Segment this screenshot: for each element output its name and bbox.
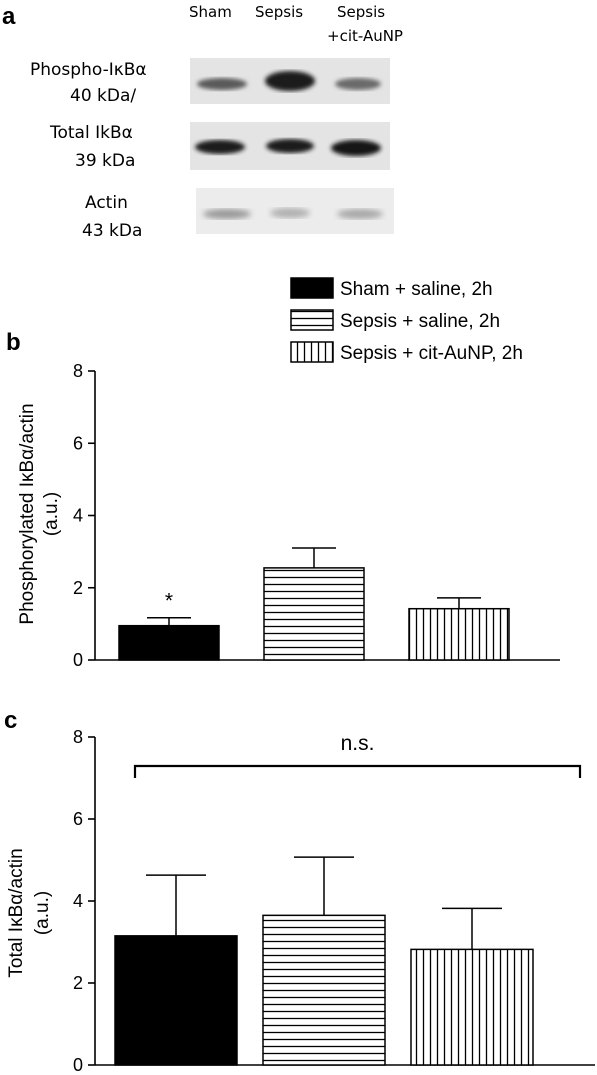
panel-c-label: c [4, 707, 17, 734]
blot-row-phospho-name: Phospho-IκBα [30, 60, 147, 80]
legend-label-sepsis: Sepsis + saline, 2h [340, 311, 500, 332]
blot-strip-total [190, 122, 390, 170]
chart-b-bar [118, 624, 220, 661]
chart-b-ytick-label: 2 [73, 578, 83, 598]
band-phospho-cit-aunp [335, 78, 381, 90]
legend-label-cit-aunp: Sepsis + cit-AuNP, 2h [340, 343, 523, 364]
legend-label-sham: Sham + saline, 2h [340, 279, 493, 300]
chart-c-bar [410, 948, 534, 1066]
chart-c-ytick-label: 0 [73, 1055, 83, 1075]
lane-label-sepsis-2: Sepsis [337, 3, 385, 21]
chart-b-bar [263, 567, 365, 661]
band-phospho-sham [197, 78, 247, 90]
blot-row-actin-kda: 43 kDa [82, 221, 142, 241]
band-total-cit-aunp [331, 140, 381, 156]
lane-label-sepsis: Sepsis [255, 3, 303, 21]
blot-row-actin-name: Actin [85, 193, 128, 213]
chart-b-ylabel: Phosphorylated IκBα/actin (a.u.) [17, 403, 62, 624]
chart-b-ylabel-line2: (a.u.) [41, 492, 62, 536]
chart-c: 0 2 4 6 8 n.s. [73, 727, 595, 1075]
chart-c-bar [114, 935, 238, 1066]
band-total-sepsis [266, 139, 314, 153]
blot-strip-actin [196, 188, 394, 234]
band-actin-sham [203, 209, 251, 219]
band-phospho-sepsis [265, 71, 315, 91]
legend-swatch-sepsis [290, 309, 334, 331]
chart-c-ylabel-line2: (a.u.) [32, 891, 53, 935]
chart-c-ylabel-line1: Total IκBα/actin [6, 848, 27, 977]
blot-row-phospho-kda: 40 kDa/ [70, 86, 136, 106]
blot-row-total-kda: 39 kDa [75, 151, 135, 171]
chart-c-ytick-label: 2 [73, 973, 83, 993]
chart-b-ytick-label: 8 [73, 361, 83, 381]
chart-b: 0 2 4 6 8 * [73, 361, 560, 670]
chart-c-bar [262, 914, 386, 1066]
chart-c-ytick-label: 4 [73, 891, 83, 911]
chart-b-significance-star: * [165, 590, 173, 613]
band-actin-sepsis [270, 208, 310, 218]
chart-c-ytick-label: 6 [73, 809, 83, 829]
blot-strip-phospho [190, 58, 390, 104]
chart-b-ytick-label: 4 [73, 506, 83, 526]
chart-b-ylabel-line1: Phosphorylated IκBα/actin [17, 403, 38, 624]
lane-label-sham: Sham [189, 3, 232, 21]
chart-b-ytick-label: 6 [73, 433, 83, 453]
chart-c-ylabel: Total IκBα/actin (a.u.) [6, 848, 53, 977]
chart-c-ytick-label: 8 [73, 727, 83, 747]
legend-swatch-sham [290, 277, 334, 299]
band-actin-cit-aunp [337, 209, 383, 219]
lane-label-cit-aunp: +cit-AuNP [327, 27, 403, 45]
legend-swatch-cit-aunp [290, 341, 334, 363]
chart-c-ns-bracket [133, 764, 582, 778]
panel-a-label: a [2, 3, 16, 30]
legend: Sham + saline, 2h Sepsis + saline, 2h Se… [290, 277, 523, 364]
band-total-sham [195, 140, 245, 154]
blot-row-total-name: Total IkBα [49, 123, 133, 143]
chart-b-bar [408, 607, 510, 661]
chart-b-ytick-label: 0 [73, 650, 83, 670]
chart-c-ns-label: n.s. [341, 732, 375, 755]
panel-b-label: b [6, 329, 21, 356]
